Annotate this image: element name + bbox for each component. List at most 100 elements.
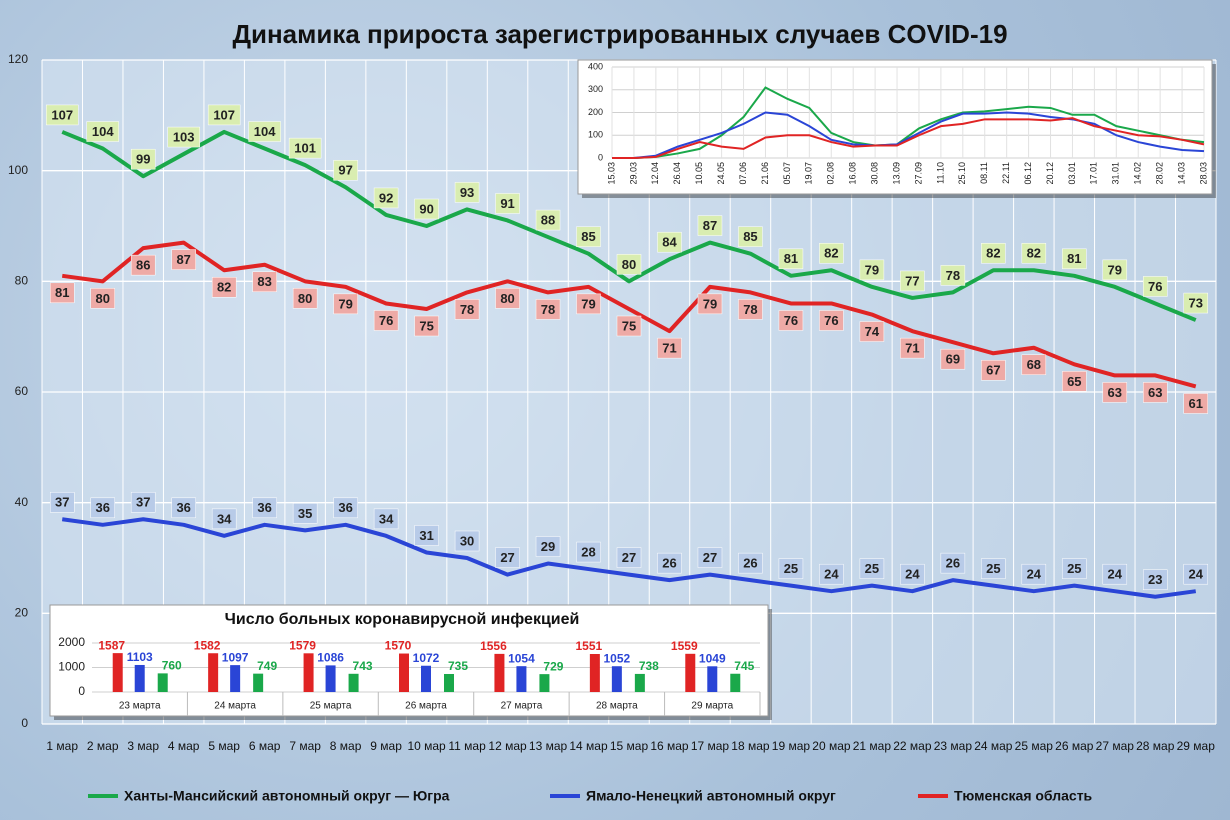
data-label-box bbox=[940, 265, 966, 286]
x-tick-label: 28.03 bbox=[1198, 162, 1208, 185]
x-tick-label: 24 марта bbox=[214, 701, 256, 712]
data-label: 25 bbox=[865, 561, 879, 576]
x-tick-label: 13 мар bbox=[528, 739, 568, 753]
data-label: 74 bbox=[865, 324, 880, 339]
data-label-box bbox=[414, 525, 439, 546]
data-label: 30 bbox=[460, 533, 474, 548]
line-series bbox=[612, 111, 1205, 159]
data-label: 1103 bbox=[127, 650, 153, 664]
data-label-box bbox=[859, 321, 885, 342]
data-label: 24 bbox=[824, 567, 839, 582]
data-label-box bbox=[778, 310, 804, 331]
data-label-box bbox=[1183, 292, 1209, 314]
data-label: 69 bbox=[946, 352, 960, 367]
data-label: 80 bbox=[95, 291, 109, 306]
x-tick-label: 22.11 bbox=[1001, 162, 1011, 184]
data-label-box bbox=[211, 277, 237, 298]
data-label: 85 bbox=[581, 229, 595, 244]
data-label-box bbox=[333, 293, 358, 315]
data-label-box bbox=[819, 310, 844, 331]
data-label-box bbox=[495, 547, 520, 568]
data-label: 99 bbox=[136, 152, 150, 167]
data-label: 103 bbox=[173, 130, 195, 145]
data-label-box bbox=[130, 492, 156, 513]
data-label-box bbox=[576, 293, 601, 315]
bar bbox=[589, 654, 600, 692]
data-label: 25 bbox=[1067, 561, 1081, 576]
data-label-box bbox=[252, 271, 277, 292]
data-label: 93 bbox=[460, 185, 474, 200]
bar bbox=[208, 653, 219, 692]
data-label: 82 bbox=[986, 246, 1000, 261]
data-label-box bbox=[288, 137, 322, 159]
x-tick-label: 07.06 bbox=[738, 162, 748, 185]
data-label: 107 bbox=[213, 107, 235, 122]
data-label: 73 bbox=[1189, 296, 1203, 311]
data-label-box bbox=[171, 249, 196, 270]
data-label: 1072 bbox=[413, 651, 440, 665]
line-series bbox=[61, 240, 1197, 389]
data-label-box bbox=[738, 552, 763, 574]
data-label: 81 bbox=[784, 251, 798, 266]
x-tick-label: 19.07 bbox=[804, 162, 814, 185]
data-label: 75 bbox=[622, 318, 636, 333]
data-label: 79 bbox=[865, 262, 879, 277]
legend-label: Ханты-Мансийский автономный округ — Югра bbox=[124, 788, 450, 804]
data-label: 76 bbox=[379, 313, 393, 328]
data-label-box bbox=[45, 104, 79, 126]
x-tick-label: 3 мар bbox=[127, 739, 159, 753]
data-label: 1582 bbox=[194, 638, 221, 652]
x-tick-label: 1 мар bbox=[46, 739, 79, 753]
y-tick-label: 1000 bbox=[58, 660, 85, 674]
data-label-box bbox=[1102, 563, 1128, 585]
bar bbox=[230, 665, 241, 692]
x-tick-label: 31.01 bbox=[1111, 162, 1121, 185]
data-label: 26 bbox=[946, 556, 960, 571]
x-tick-label: 20.12 bbox=[1045, 162, 1055, 185]
data-label: 78 bbox=[541, 302, 555, 317]
data-label-box bbox=[252, 497, 277, 519]
data-label: 25 bbox=[986, 561, 1000, 576]
x-tick-label: 29.03 bbox=[628, 162, 638, 185]
data-label: 738 bbox=[639, 659, 659, 673]
data-label-box bbox=[373, 187, 399, 209]
data-label: 31 bbox=[419, 528, 433, 543]
data-label: 749 bbox=[257, 659, 277, 673]
data-label: 71 bbox=[905, 341, 919, 356]
data-label: 36 bbox=[176, 500, 190, 515]
data-label-box bbox=[616, 547, 642, 568]
data-label: 76 bbox=[1148, 279, 1162, 294]
bar bbox=[494, 653, 505, 692]
x-tick-label: 03.01 bbox=[1067, 162, 1077, 185]
data-label-box bbox=[333, 160, 358, 181]
data-label-box bbox=[657, 231, 682, 253]
data-label-box bbox=[738, 299, 763, 320]
x-tick-label: 25.10 bbox=[957, 162, 967, 185]
line-series bbox=[61, 129, 1197, 322]
data-label: 1570 bbox=[385, 639, 412, 653]
data-label: 78 bbox=[946, 268, 960, 283]
data-label-box bbox=[576, 541, 601, 563]
data-label-box bbox=[1021, 354, 1047, 375]
x-tick-label: 14.03 bbox=[1176, 162, 1186, 185]
data-label-box bbox=[616, 315, 642, 337]
x-tick-label: 28 марта bbox=[596, 701, 638, 712]
x-tick-label: 12 мар bbox=[488, 739, 527, 753]
bar bbox=[134, 664, 145, 692]
data-label-box bbox=[981, 360, 1006, 381]
x-tick-label: 25 марта bbox=[310, 701, 352, 712]
data-label-box bbox=[697, 293, 723, 315]
bar bbox=[325, 665, 336, 692]
data-label-box bbox=[697, 547, 723, 568]
data-label-box bbox=[495, 193, 520, 214]
data-label-box bbox=[454, 299, 480, 320]
data-label-box bbox=[819, 243, 844, 264]
x-tick-label: 17.01 bbox=[1089, 162, 1099, 185]
data-label-box bbox=[167, 126, 200, 148]
bar bbox=[685, 653, 696, 692]
line-series bbox=[612, 117, 1205, 159]
data-label-box bbox=[778, 558, 804, 579]
bar bbox=[444, 673, 454, 692]
data-label: 27 bbox=[703, 550, 717, 565]
